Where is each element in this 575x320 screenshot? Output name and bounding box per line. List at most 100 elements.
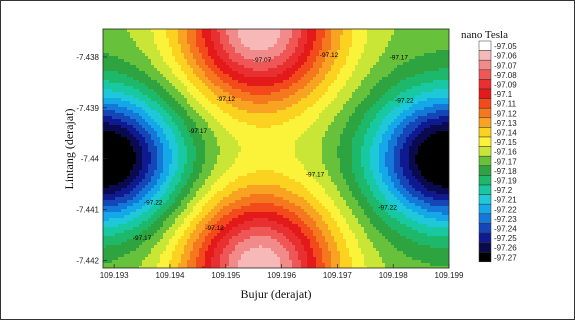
contour-cell [436,98,440,102]
contour-cell [262,116,266,120]
contour-cell [214,92,218,96]
contour-cell [358,92,362,96]
contour-cell [376,119,380,123]
contour-cell [229,71,233,75]
contour-cell [220,104,224,108]
contour-cell [118,59,122,63]
contour-cell [385,152,389,156]
contour-cell [151,122,155,126]
contour-cell [280,56,284,60]
contour-cell [295,29,299,33]
contour-cell [127,47,131,51]
contour-cell [367,143,371,147]
contour-cell [424,92,428,96]
contour-cell [319,128,323,132]
contour-cell [199,44,203,48]
contour-cell [391,155,395,159]
contour-cell [277,62,281,66]
contour-cell [226,128,230,132]
contour-cell [340,122,344,126]
contour-cell [400,113,404,117]
contour-cell [427,143,431,147]
contour-cell [319,86,323,90]
contour-cell [130,53,134,57]
contour-cell [157,146,161,150]
contour-cell [313,68,317,72]
contour-cell [295,128,299,132]
contour-cell [148,50,152,54]
contour-cell [133,149,137,153]
contour-cell [130,116,134,120]
contour-cell [235,77,239,81]
contour-cell [256,119,260,123]
contour-cell [433,38,437,42]
contour-cell [181,35,185,39]
contour-cell [160,89,164,93]
contour-cell [361,143,365,147]
contour-cell [394,65,398,69]
contour-cell [127,35,131,39]
contour-cell [148,140,152,144]
contour-cell [367,92,371,96]
contour-cell [271,128,275,132]
contour-cell [208,107,212,111]
contour-cell [448,98,449,102]
contour-cell [376,86,380,90]
contour-cell [280,89,284,93]
contour-cell [388,146,392,150]
contour-cell [127,146,131,150]
contour-cell [358,152,362,156]
contour-cell [424,131,428,135]
contour-cell [268,119,272,123]
contour-cell [391,152,395,156]
contour-cell [241,68,245,72]
contour-cell [112,125,116,129]
contour-cell [271,113,275,117]
contour-cell [406,113,410,117]
contour-cell [325,131,329,135]
contour-cell [154,98,158,102]
contour-cell [139,77,143,81]
contour-cell [253,53,257,57]
contour-cell [184,104,188,108]
contour-cell [184,95,188,99]
contour-cell [319,68,323,72]
contour-cell [445,137,449,141]
contour-cell [133,53,137,57]
contour-cell [349,143,353,147]
contour-cell [436,35,440,39]
contour-cell [112,113,116,117]
contour-cell [211,152,215,156]
contour-cell [427,38,431,42]
contour-cell [361,41,365,45]
contour-cell [322,155,326,159]
contour-cell [121,143,125,147]
contour-cell [196,29,200,33]
contour-cell [223,149,227,153]
contour-cell [289,74,293,78]
contour-cell [301,122,305,126]
contour-cell [208,74,212,78]
contour-cell [196,149,200,153]
contour-cell [415,44,419,48]
contour-cell [253,143,257,147]
contour-cell [238,110,242,114]
contour-cell [208,125,212,129]
contour-cell [154,56,158,60]
contour-cell [337,113,341,117]
contour-cell [340,119,344,123]
contour-cell [307,47,311,51]
contour-cell [391,119,395,123]
contour-cell [439,59,443,63]
contour-cell [400,56,404,60]
contour-cell [376,143,380,147]
contour-cell [298,41,302,45]
contour-cell [250,107,254,111]
contour-cell [253,41,257,45]
contour-cell [337,137,341,141]
contour-cell [310,155,314,159]
contour-cell [343,89,347,93]
contour-cell [319,107,323,111]
contour-cell [421,137,425,141]
contour-cell [130,146,134,150]
